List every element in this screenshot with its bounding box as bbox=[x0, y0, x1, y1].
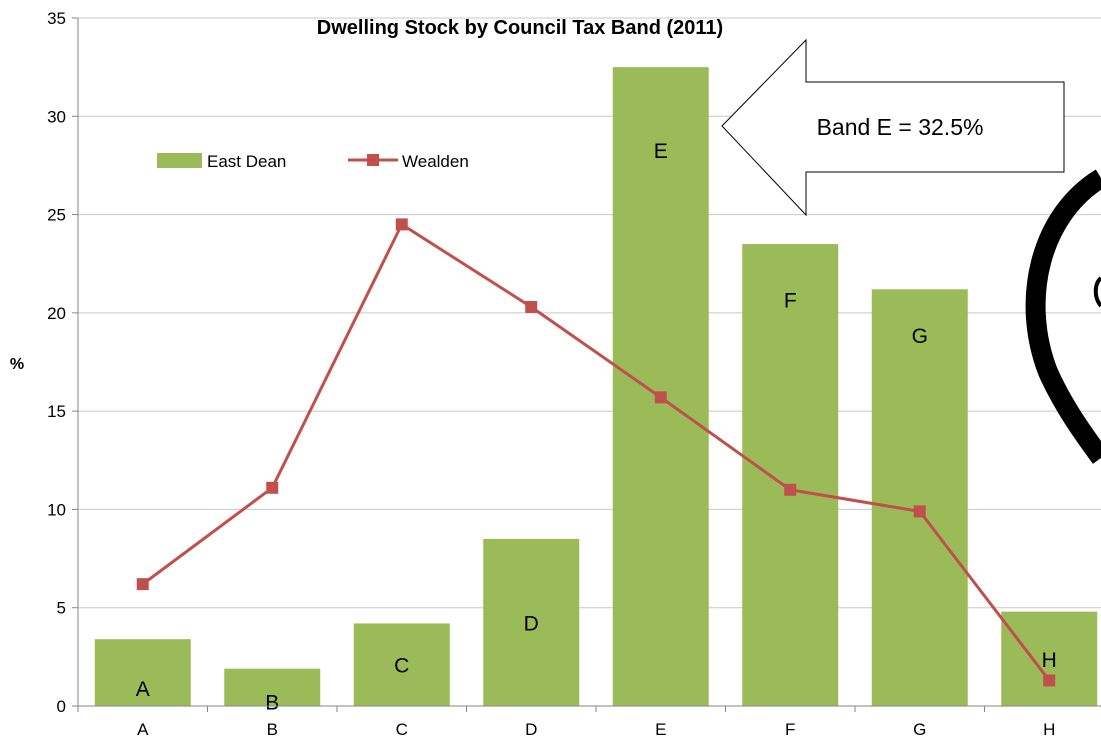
y-tick-label: 10 bbox=[47, 500, 66, 519]
legend-swatch-east-dean bbox=[157, 153, 202, 168]
x-tick-label: E bbox=[655, 720, 666, 739]
x-tick-label: H bbox=[1043, 720, 1055, 739]
bar-data-label: E bbox=[654, 140, 668, 163]
line-marker bbox=[654, 391, 667, 404]
bar-data-label: C bbox=[394, 655, 409, 678]
ellipse-inner-mark bbox=[1093, 276, 1101, 308]
x-tick-label: C bbox=[396, 720, 408, 739]
x-tick-label: D bbox=[525, 720, 537, 739]
y-tick-label: 5 bbox=[57, 599, 66, 618]
callout-arrow-shape bbox=[721, 38, 1065, 217]
ellipse-stroke bbox=[1025, 169, 1101, 464]
y-tick-label: 30 bbox=[47, 107, 66, 126]
line-marker bbox=[266, 481, 279, 494]
bar-data-label: A bbox=[136, 678, 150, 701]
chart-title: Dwelling Stock by Council Tax Band (2011… bbox=[317, 17, 723, 39]
legend-marker-wealden bbox=[367, 154, 379, 166]
bar-data-label: G bbox=[912, 325, 928, 348]
line-marker bbox=[136, 578, 149, 591]
bar-data-labels: A B C D E F G H bbox=[136, 140, 1057, 714]
east-dean-bars bbox=[94, 67, 1098, 707]
axes bbox=[77, 18, 1101, 707]
line-series-path bbox=[141, 222, 1051, 682]
bar bbox=[483, 538, 580, 706]
x-tick-label: B bbox=[267, 720, 278, 739]
line-marker bbox=[1043, 674, 1056, 687]
line-marker bbox=[395, 218, 408, 231]
bar bbox=[612, 67, 709, 706]
black-ellipse-drawing bbox=[1025, 169, 1101, 464]
bar bbox=[871, 289, 968, 706]
legend-label-wealden: Wealden bbox=[402, 152, 469, 171]
bar bbox=[224, 668, 321, 706]
bar bbox=[1001, 611, 1098, 706]
bar bbox=[353, 623, 450, 706]
bar-data-label: H bbox=[1042, 649, 1057, 672]
gridlines bbox=[78, 17, 1101, 609]
y-tick-labels: 0 5 10 15 20 25 30 35 bbox=[47, 9, 78, 716]
line-marker bbox=[913, 505, 926, 518]
y-tick-label: 35 bbox=[47, 9, 66, 28]
bar-data-label: D bbox=[524, 612, 539, 635]
y-tick-label: 0 bbox=[57, 697, 66, 716]
x-tick-label: G bbox=[913, 720, 926, 739]
bar bbox=[742, 244, 839, 707]
legend-label-east-dean: East Dean bbox=[207, 152, 286, 171]
bar bbox=[94, 639, 191, 706]
bar-data-label: F bbox=[784, 289, 797, 312]
x-tick-label: A bbox=[137, 720, 149, 739]
line-marker bbox=[784, 483, 797, 496]
x-tick-label: F bbox=[785, 720, 795, 739]
callout-arrow: Band E = 32.5% bbox=[721, 38, 1065, 217]
legend: East Dean Wealden bbox=[157, 152, 469, 171]
x-tick-labels: A B C D E F G H bbox=[77, 706, 1055, 739]
y-tick-label: 25 bbox=[47, 206, 66, 225]
y-axis-label: % bbox=[10, 356, 24, 373]
callout-text: Band E = 32.5% bbox=[817, 114, 984, 140]
y-tick-label: 15 bbox=[47, 402, 66, 421]
y-tick-label: 20 bbox=[47, 304, 66, 323]
wealden-line bbox=[136, 218, 1056, 687]
bar-data-label: B bbox=[265, 692, 279, 715]
line-marker bbox=[525, 300, 538, 313]
